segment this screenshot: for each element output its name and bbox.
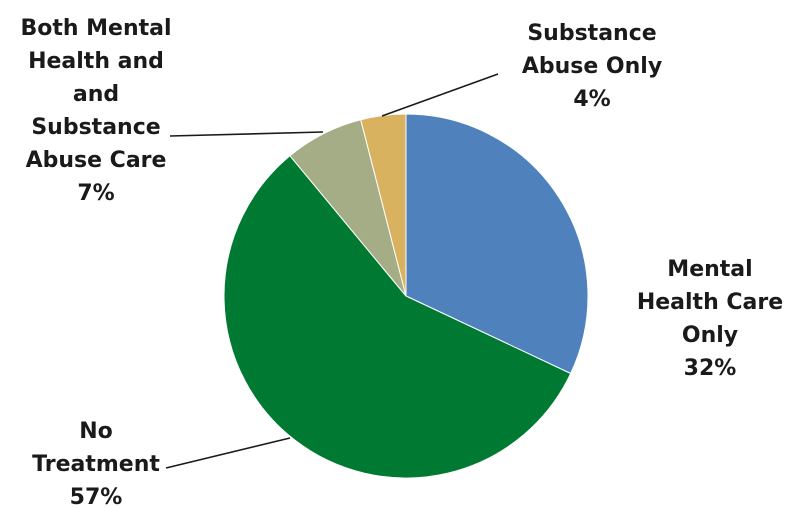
leader-line-3 (381, 73, 499, 117)
slice-name-line: Treatment (32, 452, 160, 477)
slice-percent-label: 32% (684, 356, 737, 381)
pie-slice-1 (223, 155, 572, 479)
slice-name-line: Health and (28, 49, 164, 74)
leader-line-2 (169, 131, 324, 137)
slice-name-line: Substance (31, 115, 160, 140)
slice-label-0: Mental Health Care Only 32% (637, 257, 783, 381)
slice-name-line: Only (682, 323, 738, 348)
slice-labels: Mental Health Care Only 32% No Treatment 57% Bo… (20, 16, 783, 508)
slice-name-line: Abuse Care (26, 148, 167, 173)
slice-name-line: Abuse Only (522, 54, 662, 79)
slice-label-1: No Treatment 57% (32, 419, 160, 508)
slice-name-line: No (79, 419, 113, 444)
pie-slice-0 (405, 113, 589, 375)
slice-label-3: Substance Abuse Only 4% (522, 21, 662, 112)
slice-name-line: Health Care (637, 290, 783, 315)
leader-line-1 (165, 437, 291, 469)
slice-percent-label: 4% (573, 87, 610, 112)
slice-name-line: Substance (527, 21, 656, 46)
slice-name-line: and (73, 82, 119, 107)
pie-slices (223, 113, 589, 479)
slice-label-2: Both Mental Health and and Substance Abuse C… (20, 16, 171, 206)
leader-lines (165, 73, 499, 469)
slice-percent-label: 7% (77, 181, 114, 206)
slice-name-line: Both Mental (20, 16, 171, 41)
slice-name-line: Mental (667, 257, 752, 282)
slice-percent-label: 57% (70, 485, 123, 508)
